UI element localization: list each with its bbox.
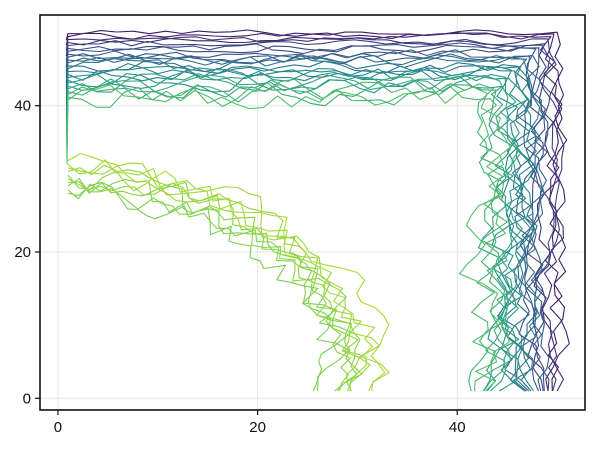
contour-line-outer-12	[65, 58, 541, 392]
contour-line-outer-1	[65, 31, 570, 392]
contour-line-inner-4	[67, 169, 351, 392]
contour-line-outer-3	[65, 36, 565, 392]
contour-line-outer-16	[66, 68, 534, 392]
x-tick-label-2: 40	[449, 419, 466, 436]
contour-line-outer-7	[65, 47, 547, 392]
contour-line-outer-21	[66, 78, 510, 392]
contour-line-outer-5	[65, 44, 552, 392]
contour-line-outer-0	[65, 29, 568, 392]
x-tick-label-0: 0	[54, 419, 62, 436]
contour-line-outer-15	[65, 65, 535, 392]
y-tick-label-1: 20	[14, 244, 31, 261]
contour-line-inner-0	[67, 181, 339, 392]
contour-line-inner-8	[67, 159, 390, 392]
plot-frame	[39, 14, 586, 411]
contour-line-inner-7	[67, 162, 380, 392]
contour-line-inner-9	[67, 153, 390, 392]
contour-line-outer-9	[65, 54, 548, 392]
y-tick-label-2: 40	[14, 98, 31, 115]
contour-line-outer-2	[65, 32, 564, 392]
y-tick-label-0: 0	[23, 390, 31, 407]
x-tick-label-1: 20	[249, 419, 266, 436]
contour-line-outer-23	[66, 84, 511, 392]
contour-line-outer-11	[65, 56, 541, 392]
contour-line-inner-6	[67, 164, 367, 391]
contour-line-inner-2	[67, 178, 363, 392]
contour-line-outer-20	[66, 74, 520, 392]
contour-line-outer-17	[66, 67, 524, 392]
contour-layer	[65, 29, 570, 392]
tick-layer: 0 20 40 0 20 40	[14, 98, 465, 436]
contour-line-outer-18	[66, 73, 517, 392]
contour-line-outer-13	[65, 62, 532, 392]
contour-line-outer-14	[65, 65, 537, 392]
